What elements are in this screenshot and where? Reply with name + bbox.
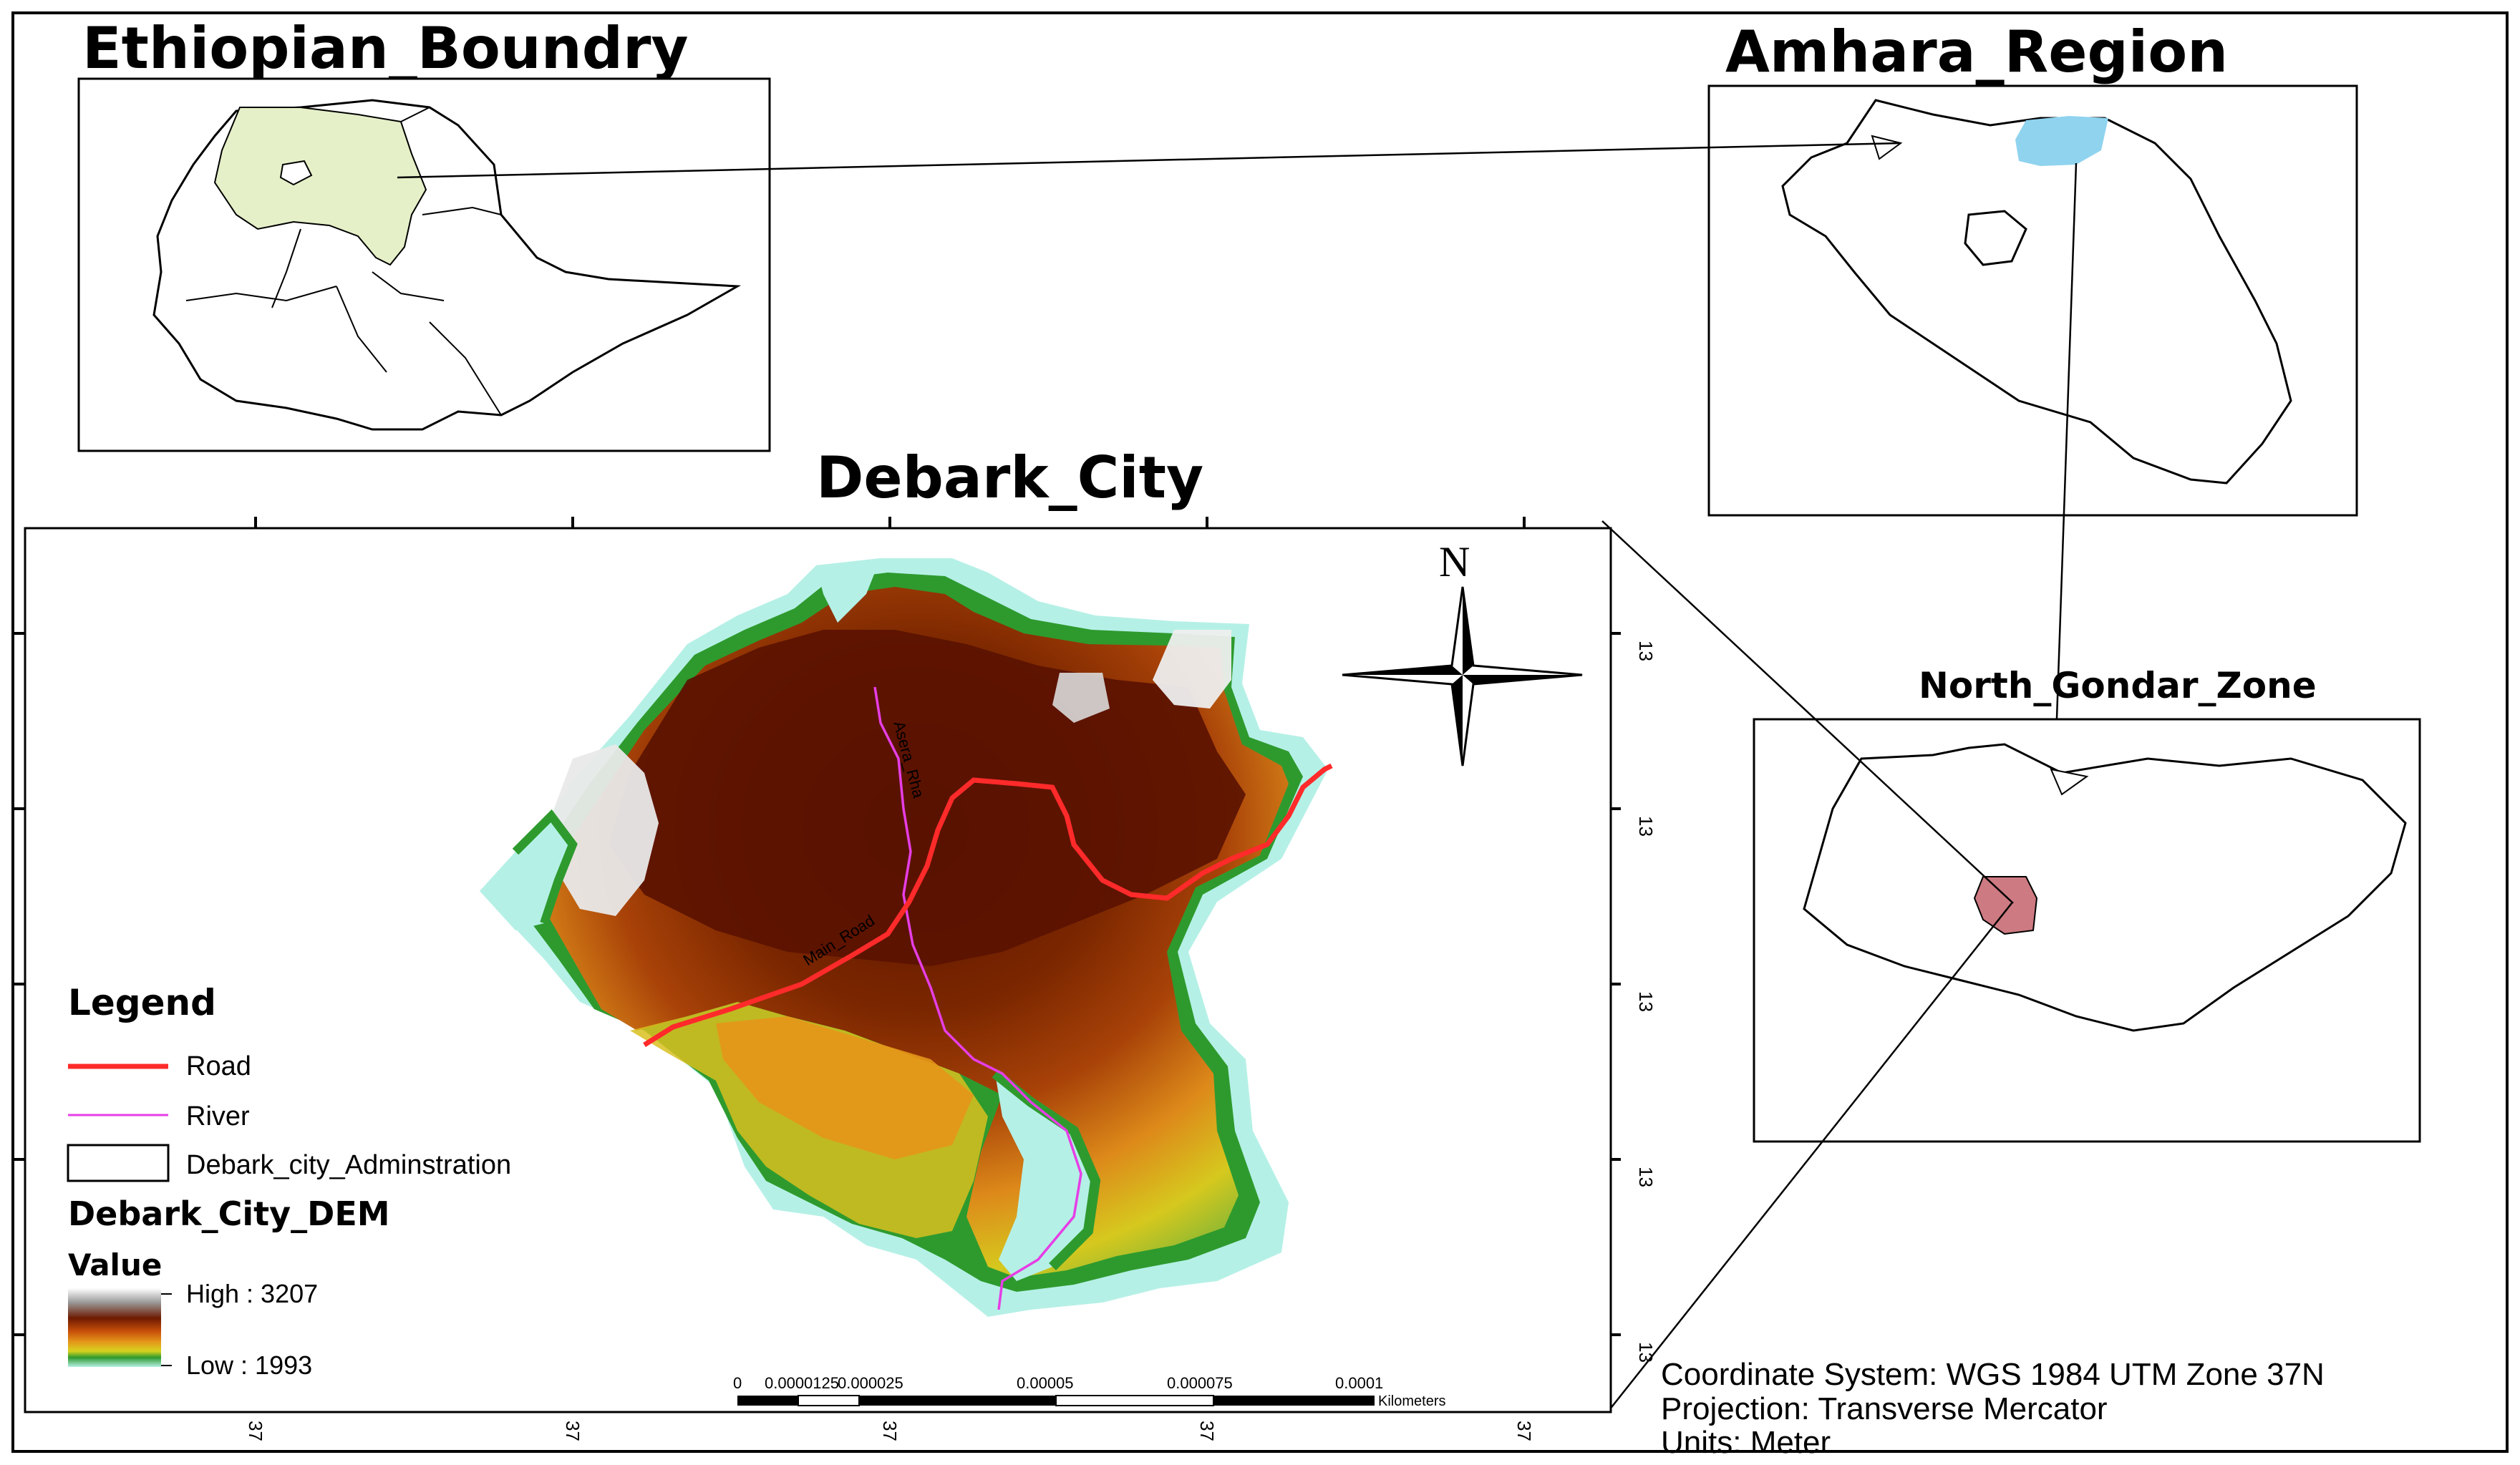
dem-valley-cut bbox=[995, 1074, 1095, 1281]
legend-road-label: Road bbox=[186, 1051, 251, 1081]
legend-river-label: River bbox=[186, 1101, 250, 1131]
legend-low-label: Low : 1993 bbox=[186, 1350, 312, 1380]
lat-label-2: 13 bbox=[1635, 816, 1657, 837]
scale-tick-3: 0.00005 bbox=[1017, 1374, 1074, 1392]
amhara-north-gondar-highlight bbox=[2015, 116, 2108, 166]
dem-west-tongue-edge bbox=[512, 809, 578, 925]
footer-units: Units: Meter bbox=[1661, 1425, 1831, 1460]
dem-peak-east bbox=[1052, 673, 1110, 723]
scale-seg-1 bbox=[737, 1396, 798, 1406]
scale-tick-5: 0.0001 bbox=[1335, 1374, 1383, 1392]
legend-admin-label: Debark_city_Adminstration bbox=[186, 1150, 511, 1180]
north-arrow-dark-e bbox=[1463, 675, 1582, 684]
amhara-arrow-head bbox=[1871, 135, 1903, 160]
river-line bbox=[873, 686, 1082, 1310]
footer-projection: Projection: Transverse Mercator bbox=[1661, 1391, 2108, 1426]
graticule-right-labels: 13 13 13 13 13 bbox=[1635, 641, 1657, 1363]
north-gondar-arrow-head bbox=[2050, 768, 2089, 796]
scale-tick-1: 0.0000125 bbox=[765, 1374, 839, 1392]
amhara-boundary bbox=[1781, 99, 2292, 485]
scale-bar: 0 0.0000125 0.000025 0.00005 0.000075 0.… bbox=[733, 1374, 1445, 1409]
scale-tick-4: 0.000075 bbox=[1167, 1374, 1233, 1392]
graticule-right-ticks bbox=[1611, 632, 1621, 1336]
legend-dem-ramp bbox=[68, 1288, 161, 1367]
connector-ethiopia-amhara bbox=[397, 142, 1901, 179]
road-line-main bbox=[643, 763, 1333, 1047]
scale-seg-5 bbox=[1213, 1396, 1375, 1406]
lat-label-4: 13 bbox=[1635, 1167, 1657, 1187]
legend-value-heading: Value bbox=[68, 1247, 162, 1283]
scale-tick-2: 0.000025 bbox=[838, 1374, 903, 1392]
amhara-lake bbox=[1964, 210, 2027, 266]
legend-heading: Legend bbox=[68, 982, 216, 1023]
lon-label-1: 37 bbox=[245, 1421, 266, 1441]
dem-orange-zone bbox=[716, 1016, 974, 1159]
lon-label-2: 37 bbox=[562, 1421, 583, 1441]
ethiopia-internal-lines bbox=[185, 107, 502, 416]
north-arrow: N bbox=[1342, 538, 1583, 766]
debark-dem bbox=[480, 558, 1328, 1317]
connector-main-bottom bbox=[1609, 902, 2012, 1411]
lat-label-3: 13 bbox=[1635, 991, 1657, 1012]
connector-main-top bbox=[1601, 520, 2014, 904]
north-arrow-dark-n bbox=[1463, 587, 1473, 675]
graticule-top-ticks bbox=[254, 517, 1526, 528]
lat-label-1: 13 bbox=[1635, 641, 1657, 661]
footer-coordinate-system: Coordinate System: WGS 1984 UTM Zone 37N bbox=[1661, 1357, 2325, 1392]
scale-units: Kilometers bbox=[1378, 1393, 1445, 1409]
map-footer: Coordinate System: WGS 1984 UTM Zone 37N… bbox=[1661, 1357, 2325, 1460]
north-arrow-dark-w bbox=[1342, 666, 1463, 675]
outer-neatline bbox=[11, 11, 2509, 1453]
connector-amhara-gondar bbox=[2053, 162, 2078, 781]
scale-seg-2 bbox=[798, 1395, 860, 1406]
lon-label-3: 37 bbox=[879, 1421, 901, 1441]
scale-tick-0: 0 bbox=[733, 1374, 742, 1392]
graticule-left-ticks bbox=[14, 632, 25, 1336]
scale-seg-4 bbox=[1055, 1395, 1214, 1406]
graticule-bottom-labels: 37 37 37 37 37 bbox=[245, 1421, 1535, 1441]
lon-label-5: 37 bbox=[1513, 1421, 1535, 1441]
legend-dem-heading: Debark_City_DEM bbox=[68, 1194, 390, 1233]
north-arrow-label: N bbox=[1439, 538, 1470, 585]
dem-peak-west bbox=[551, 744, 659, 916]
scale-seg-3 bbox=[859, 1396, 1056, 1406]
amhara-in-ethiopia bbox=[213, 107, 427, 266]
lat-label-5: 13 bbox=[1635, 1342, 1657, 1363]
amhara-title: Amhara_Region bbox=[1725, 19, 2228, 85]
north-gondar-title: North_Gondar_Zone bbox=[1919, 665, 2317, 706]
ethiopia-lake bbox=[279, 160, 313, 186]
ethiopia-title: Ethiopian_Boundry bbox=[82, 15, 689, 82]
dem-north-notch bbox=[816, 558, 881, 623]
dem-peak-northeast bbox=[1153, 630, 1231, 709]
legend-high-label: High : 3207 bbox=[186, 1279, 318, 1308]
debark-title: Debark_City bbox=[816, 444, 1203, 511]
north-arrow-dark-s bbox=[1452, 675, 1463, 766]
legend-admin-swatch bbox=[67, 1144, 170, 1182]
north-gondar-debark-highlight bbox=[1973, 876, 2038, 935]
lon-label-4: 37 bbox=[1196, 1421, 1218, 1441]
legend: Legend Road River Debark_city_Adminstrat… bbox=[67, 982, 511, 1380]
